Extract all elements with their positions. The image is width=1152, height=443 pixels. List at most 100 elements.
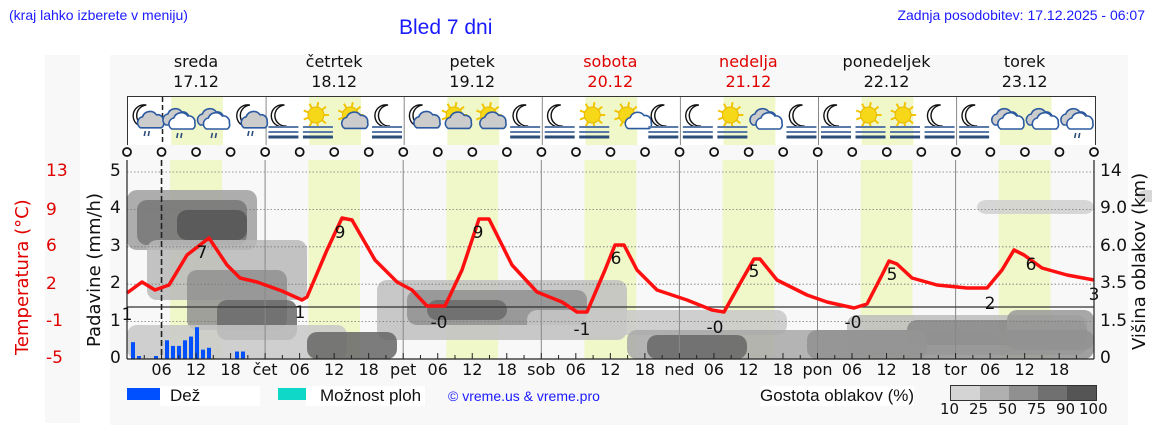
temp-min-label: -0 <box>707 318 724 338</box>
cloud-density-tick: 75 <box>1027 400 1047 418</box>
wind-marker-icon <box>1089 147 1099 157</box>
plot-area: 7 9 9 6 5 5 6 1 1 -0 -1 -0 -0 2 3 <box>122 160 1152 360</box>
moon-fog-icon <box>544 104 575 139</box>
temp-max-label: 5 <box>887 265 898 285</box>
page-title: Bled 7 dni <box>399 16 493 39</box>
day-name: petek <box>449 52 495 71</box>
time-tick: tor <box>944 360 967 379</box>
time-tick: 12 <box>876 360 897 379</box>
precip-tick: 5 <box>110 161 121 181</box>
sun-cloud-small-icon <box>614 102 653 130</box>
time-tick: 12 <box>323 360 345 379</box>
sun-fog-icon <box>579 102 610 139</box>
precip-tick: 1 <box>110 310 121 331</box>
cloud-height-tick: 0 <box>1100 348 1111 368</box>
cloud-density-swatch <box>980 386 1009 400</box>
moon-cloud-rain-icon <box>236 104 269 137</box>
day-date: 22.12 <box>863 72 910 91</box>
rain-bar <box>183 340 187 359</box>
cloud-density-tick: 25 <box>969 400 989 418</box>
time-tick: 18 <box>220 360 241 379</box>
cloud-rain-icon <box>162 107 196 139</box>
temp-max-label: 7 <box>197 243 208 263</box>
moon-fog-icon <box>924 104 955 139</box>
wind-marker-icon <box>225 147 236 157</box>
day-date: 18.12 <box>311 72 357 91</box>
wind-marker-icon <box>501 147 512 157</box>
wind-marker-icon <box>778 147 789 157</box>
wind-marker-icon <box>640 147 650 157</box>
wind-marker-icon <box>329 147 340 157</box>
time-tick: 12 <box>462 360 483 379</box>
time-tick: 12 <box>600 360 621 379</box>
precip-tick: 0 <box>110 348 121 368</box>
wind-marker-icon <box>709 147 720 157</box>
day-date: 19.12 <box>449 72 496 91</box>
precip-tick: 3 <box>110 235 121 256</box>
day-date: 17.12 <box>173 72 219 91</box>
rain-bar <box>235 351 239 359</box>
day-header: torek 23.12 <box>956 52 1094 92</box>
time-tick: pet <box>390 360 417 379</box>
temp-min-label: -1 <box>574 320 591 340</box>
legend-rain-label: Dež <box>160 386 260 406</box>
temperature-axis-label: Temperatura (°C) <box>12 199 33 355</box>
last-updated: Zadnja posodobitev: 17.12.2025 - 06:07 <box>897 7 1145 23</box>
temp-axis-panel <box>45 55 80 423</box>
precip-axis-label: Padavine (mm/h) <box>84 193 105 347</box>
time-tick: 12 <box>185 360 207 379</box>
rain-bar <box>154 356 158 359</box>
cloud-height-tick: 6.0 <box>1100 235 1128 256</box>
temperature-tick: 9 <box>46 200 57 220</box>
time-tick: 06 <box>703 360 725 379</box>
credit-link[interactable]: © vreme.us & vreme.pro <box>448 388 600 404</box>
cloud-density-scale <box>950 385 1097 401</box>
temp-max-label: 6 <box>1026 255 1037 275</box>
temp-max-label: 6 <box>611 249 622 269</box>
time-tick: 06 <box>565 360 586 379</box>
time-tick: 18 <box>496 360 517 379</box>
moon-fog-icon <box>786 104 817 139</box>
temp-min-label: -0 <box>431 313 448 333</box>
day-header: sreda 17.12 <box>127 52 265 92</box>
cloud-height-axis-label: Višina oblakov (km) <box>1129 172 1150 350</box>
precip-tick: 2 <box>110 273 121 294</box>
wind-marker-icon <box>1054 147 1065 157</box>
legend-storm-label: Možnost ploh <box>306 386 426 406</box>
cloud-density-label: Gostota oblakov (%) <box>760 386 915 406</box>
moon-fog-icon <box>820 104 851 139</box>
wind-marker-icon <box>743 147 754 157</box>
region-select-hint[interactable]: (kraj lahko izberete v meniju) <box>9 7 188 23</box>
wind-marker-icon <box>985 147 996 157</box>
time-tick: sob <box>527 360 556 379</box>
time-tick: 06 <box>427 360 448 379</box>
cloud-height-tick: 14 <box>1100 161 1122 181</box>
cloud-density-tick: 10 <box>940 400 960 418</box>
rain-bar <box>195 327 199 359</box>
wind-marker-icon <box>847 147 858 157</box>
temperature-tick: -5 <box>46 348 63 368</box>
moon-fog-icon <box>682 104 713 139</box>
temp-min-label: 1 <box>295 303 306 323</box>
day-headers: sreda 17.12 četrtek 18.12 petek 19.12 sobota 20… <box>127 52 1094 96</box>
moon-fog-icon <box>372 104 403 139</box>
day-name: ponedeljek <box>842 52 931 71</box>
moon-fog-icon <box>959 104 990 139</box>
wind-marker-icon <box>536 147 547 157</box>
sun-fog-icon <box>717 102 748 139</box>
wind-marker-icon <box>916 147 927 157</box>
cloud-icon <box>749 107 784 130</box>
day-header: sobota 20.12 <box>541 52 679 92</box>
cloud-density-swatch <box>1038 386 1067 400</box>
cloud-icon <box>991 107 1025 130</box>
time-tick: pon <box>802 360 833 379</box>
time-tick: 06 <box>151 360 172 379</box>
day-date: 21.12 <box>725 72 772 91</box>
time-tick: 18 <box>1048 360 1070 379</box>
temperature-tick: 2 <box>46 274 57 294</box>
time-tick: 06 <box>289 360 310 379</box>
wind-marker-icon <box>294 147 305 157</box>
day-name: četrtek <box>305 52 363 71</box>
temp-min-label: 2 <box>985 294 996 314</box>
wind-marker-icon <box>260 147 271 157</box>
